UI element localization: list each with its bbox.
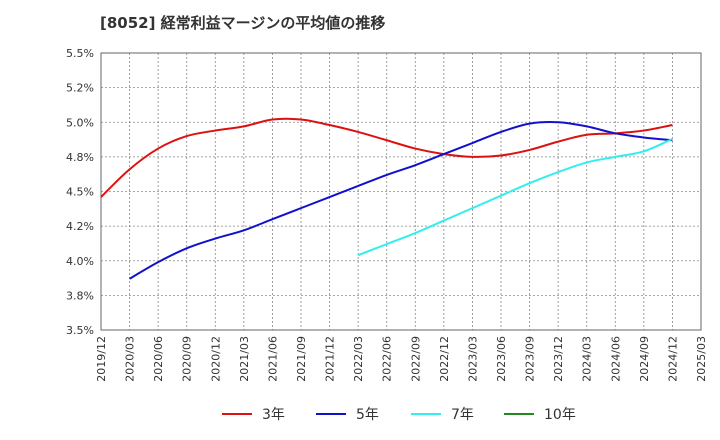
y-tick-label: 4.2% (66, 220, 94, 233)
legend-swatch (316, 413, 346, 415)
y-tick-label: 4.0% (66, 255, 94, 268)
x-tick-label: 2019/12 (95, 336, 108, 382)
x-tick-label: 2022/03 (352, 336, 365, 382)
x-tick-label: 2020/09 (181, 336, 194, 382)
x-tick-label: 2024/03 (581, 336, 594, 382)
series-line-1 (100, 117, 673, 198)
y-axis: 5.5% 5.2% 5.0% 4.8% 4.5% 4.2% 4.0% 3.8% 3.5% (66, 47, 94, 337)
x-tick-label: 2025/03 (695, 336, 708, 382)
legend-item: 5年 (316, 404, 379, 424)
legend-swatch (222, 413, 252, 415)
legend-swatch (411, 413, 441, 415)
x-tick-label: 2021/12 (324, 336, 337, 382)
x-tick-label: 2021/06 (266, 336, 279, 382)
legend-label: 7年 (451, 407, 474, 423)
x-tick-label: 2021/03 (238, 336, 251, 382)
y-tick-label: 3.5% (66, 324, 94, 337)
series-line-3 (357, 137, 673, 257)
x-tick-label: 2020/12 (209, 336, 222, 382)
series-line-2 (129, 121, 673, 280)
grid-lines (101, 53, 701, 330)
x-tick-label: 2021/09 (295, 336, 308, 382)
y-tick-label: 4.5% (66, 186, 94, 199)
y-tick-label: 3.8% (66, 289, 94, 302)
x-tick-label: 2022/12 (438, 336, 451, 382)
legend-item: 3年 (222, 404, 285, 424)
plot-area-frame (100, 52, 702, 331)
legend-label: 10年 (544, 407, 576, 423)
x-tick-label: 2020/03 (124, 336, 137, 382)
legend-item: 10年 (504, 404, 576, 424)
legend: 3年 5年 7年 10年 (0, 404, 720, 428)
x-tick-label: 2020/06 (152, 336, 165, 382)
legend-swatch (504, 413, 534, 415)
chart-title: [8052] 経常利益マージンの平均値の推移 (100, 14, 386, 32)
x-tick-label: 2023/12 (552, 336, 565, 382)
x-tick-label: 2023/06 (495, 336, 508, 382)
legend-item: 7年 (411, 404, 474, 424)
x-tick-label: 2022/06 (381, 336, 394, 382)
legend-label: 5年 (356, 407, 379, 423)
x-tick-label: 2023/09 (524, 336, 537, 382)
x-axis: 2019/12 2020/03 2020/06 2020/09 2020/12 2021/… (95, 336, 708, 382)
y-tick-label: 5.5% (66, 47, 94, 60)
y-tick-label: 5.2% (66, 82, 94, 95)
x-tick-label: 2022/09 (409, 336, 422, 382)
y-tick-label: 4.8% (66, 151, 94, 164)
x-tick-label: 2024/12 (666, 336, 679, 382)
x-tick-label: 2024/06 (609, 336, 622, 382)
series-lines (100, 117, 673, 280)
x-tick-label: 2024/09 (638, 336, 651, 382)
y-tick-label: 5.0% (66, 116, 94, 129)
x-tick-label: 2023/03 (466, 336, 479, 382)
legend-label: 3年 (262, 407, 285, 423)
